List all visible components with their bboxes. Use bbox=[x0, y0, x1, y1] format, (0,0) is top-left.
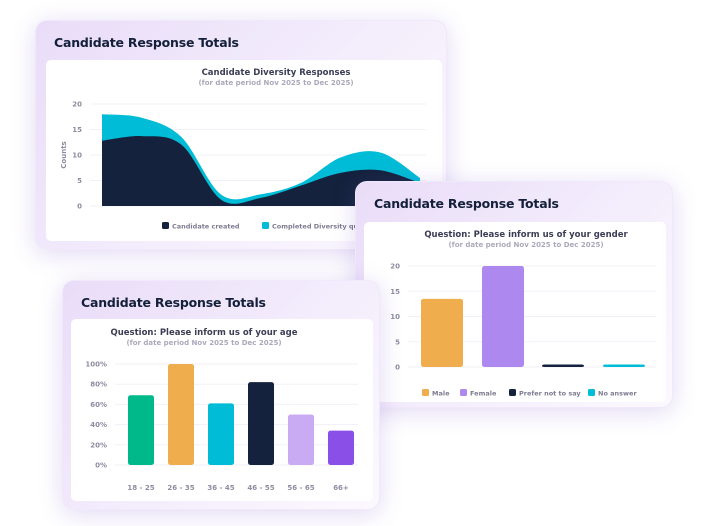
bar-36-45 bbox=[208, 403, 234, 465]
y-tick-label: 100% bbox=[85, 361, 107, 369]
legend-swatch bbox=[460, 389, 467, 396]
area-chart: Candidate Diversity Responses(for date p… bbox=[60, 68, 426, 231]
x-tick-label: 36 - 45 bbox=[207, 484, 234, 492]
age-bar-chart: Question: Please inform us of your age(f… bbox=[85, 328, 358, 492]
y-tick-label: 15 bbox=[72, 126, 82, 134]
card-gender-responses: Candidate Response Totals Question: Plea… bbox=[355, 181, 673, 408]
legend-label: Completed Diversity qu bbox=[272, 223, 359, 231]
x-tick-label: 66+ bbox=[333, 484, 349, 492]
chart-title: Question: Please inform us of your age bbox=[111, 328, 298, 338]
bar-18-25 bbox=[128, 395, 154, 465]
y-tick-label: 10 bbox=[390, 313, 400, 321]
y-tick-label: 60% bbox=[90, 401, 107, 409]
x-tick-label: 46 - 55 bbox=[247, 484, 274, 492]
y-axis-label: Counts bbox=[60, 141, 68, 168]
legend-label: Candidate created bbox=[172, 223, 240, 231]
bar-prefer-not-to-say bbox=[542, 364, 584, 367]
bar-56-65 bbox=[288, 414, 314, 465]
card-age-responses: Candidate Response Totals Question: Plea… bbox=[62, 280, 380, 510]
card-title: Candidate Response Totals bbox=[81, 295, 266, 310]
y-tick-label: 20 bbox=[72, 101, 82, 109]
chart-title: Candidate Diversity Responses bbox=[202, 68, 351, 78]
bar-male bbox=[421, 298, 463, 367]
chart-subtitle: (for date period Nov 2025 to Dec 2025) bbox=[126, 339, 281, 347]
legend-label: No answer bbox=[598, 390, 637, 398]
bar-26-35 bbox=[168, 364, 194, 465]
y-tick-label: 10 bbox=[72, 152, 82, 160]
y-tick-label: 5 bbox=[77, 177, 82, 185]
gender-bar-chart: Question: Please inform us of your gende… bbox=[390, 230, 656, 398]
card-title: Candidate Response Totals bbox=[374, 196, 559, 211]
legend-swatch bbox=[262, 222, 269, 229]
card-diversity-responses: Candidate Response Totals Candidate Dive… bbox=[35, 20, 447, 250]
y-tick-label: 0% bbox=[95, 462, 107, 470]
legend-label: Male bbox=[432, 390, 450, 398]
card-title: Candidate Response Totals bbox=[54, 35, 239, 50]
x-tick-label: 18 - 25 bbox=[127, 484, 154, 492]
legend-label: Prefer not to say bbox=[519, 390, 581, 398]
area-series-created bbox=[102, 136, 420, 206]
x-tick-label: 56 - 65 bbox=[287, 484, 314, 492]
y-tick-label: 80% bbox=[90, 381, 107, 389]
y-tick-label: 40% bbox=[90, 421, 107, 429]
bar-46-55 bbox=[248, 382, 274, 465]
legend-swatch bbox=[509, 389, 516, 396]
y-tick-label: 0 bbox=[395, 364, 400, 372]
y-tick-label: 20% bbox=[90, 441, 107, 449]
legend-swatch bbox=[422, 389, 429, 396]
bar-66- bbox=[328, 430, 354, 465]
bar-female bbox=[482, 266, 524, 367]
y-tick-label: 20 bbox=[390, 263, 400, 271]
y-tick-label: 15 bbox=[390, 288, 400, 296]
y-tick-label: 5 bbox=[395, 338, 400, 346]
y-tick-label: 0 bbox=[77, 203, 82, 211]
bar-no-answer bbox=[603, 364, 645, 367]
legend-swatch bbox=[162, 222, 169, 229]
chart-title: Question: Please inform us of your gende… bbox=[424, 230, 628, 240]
chart-subtitle: (for date period Nov 2025 to Dec 2025) bbox=[448, 241, 603, 249]
legend-swatch bbox=[588, 389, 595, 396]
legend-label: Female bbox=[470, 390, 497, 398]
chart-subtitle: (for date period Nov 2025 to Dec 2025) bbox=[198, 79, 353, 87]
x-tick-label: 26 - 35 bbox=[167, 484, 194, 492]
